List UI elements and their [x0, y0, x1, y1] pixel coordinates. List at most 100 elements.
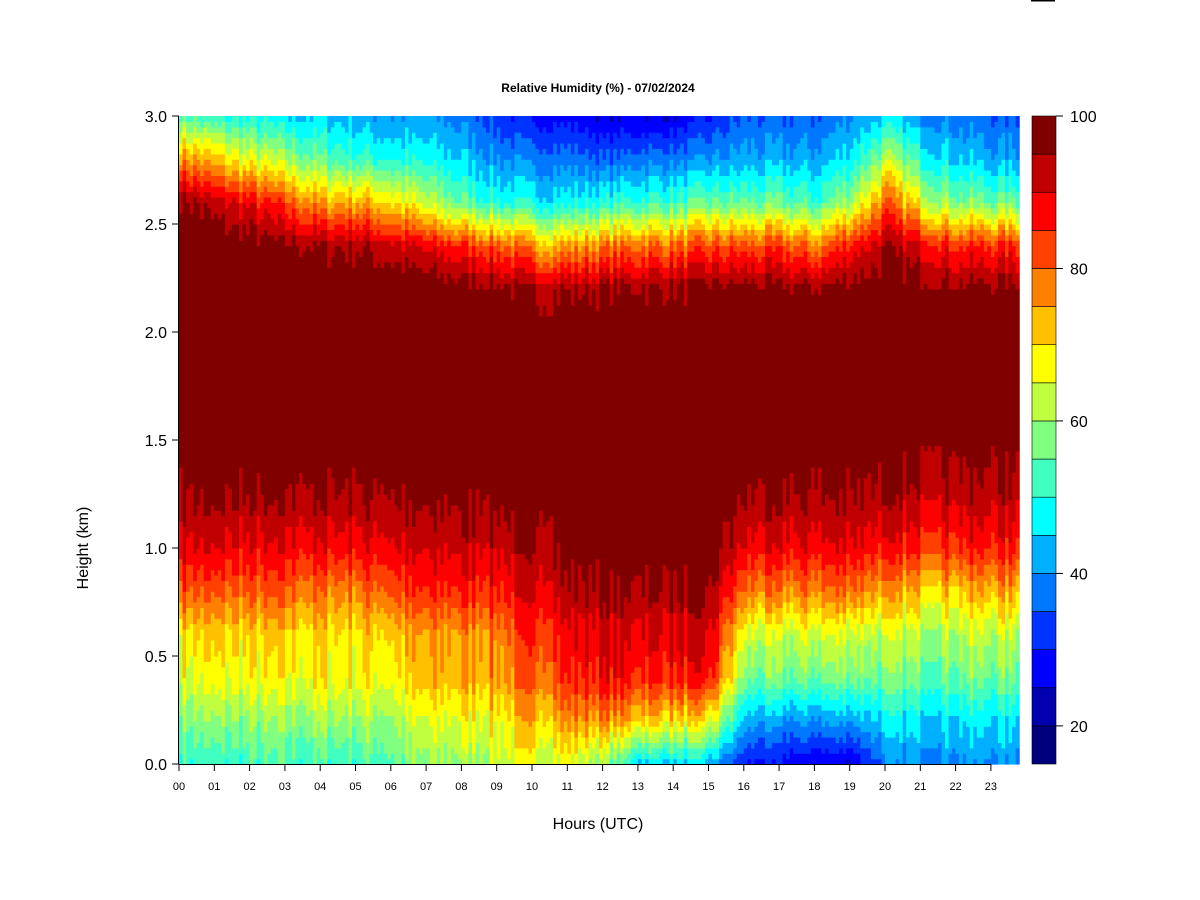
heatmap-cell — [733, 731, 738, 749]
heatmap-cell — [436, 245, 441, 257]
heatmap-cell — [411, 526, 417, 565]
heatmap-cell — [817, 207, 823, 220]
heatmap-cell — [539, 688, 544, 711]
heatmap-cell — [747, 575, 752, 598]
heatmap-cell — [627, 213, 632, 220]
heatmap-cell — [383, 688, 388, 716]
heatmap-cell — [652, 234, 657, 247]
heatmap-cell — [507, 234, 512, 247]
heatmap-cell — [694, 704, 699, 716]
heatmap-cell — [482, 229, 487, 241]
heatmap-cell — [267, 234, 272, 506]
heatmap-cell — [874, 191, 879, 203]
heatmap-cell — [348, 137, 353, 160]
heatmap-cell — [284, 229, 290, 247]
heatmap-cell — [644, 753, 650, 760]
heatmap-cell — [539, 229, 544, 236]
heatmap-cell — [496, 758, 501, 765]
heatmap-cell — [366, 553, 371, 581]
heatmap-cell — [288, 132, 293, 149]
heatmap-cell — [408, 234, 413, 247]
heatmap-cell — [323, 175, 328, 187]
heatmap-cell — [856, 607, 861, 625]
heatmap-cell — [592, 240, 597, 252]
heatmap-cell — [563, 126, 568, 149]
heatmap-cell — [750, 666, 755, 684]
heatmap-cell — [899, 191, 904, 209]
heatmap-cell — [810, 256, 815, 268]
heatmap-cell — [697, 758, 703, 765]
heatmap-cell — [945, 191, 950, 203]
heatmap-cell — [242, 224, 247, 506]
heatmap-cell — [503, 521, 508, 565]
heatmap-cell — [687, 229, 692, 241]
heatmap-cell — [553, 256, 558, 268]
heatmap-cell — [577, 747, 583, 765]
heatmap-cell — [323, 515, 328, 554]
heatmap-cell — [542, 224, 547, 236]
heatmap-cell — [574, 720, 579, 738]
heatmap-cell — [355, 580, 360, 603]
heatmap-cell — [930, 245, 936, 263]
heatmap-cell — [895, 661, 900, 689]
heatmap-cell — [835, 742, 840, 754]
heatmap-cell — [450, 688, 455, 716]
heatmap-cell — [553, 143, 558, 166]
heatmap-cell — [242, 126, 247, 139]
heatmap-cell — [246, 175, 251, 187]
heatmap-cell — [560, 261, 565, 274]
heatmap-cell — [592, 170, 597, 187]
heatmap-cell — [221, 121, 226, 133]
heatmap-cell — [510, 191, 515, 209]
heatmap-cell — [832, 207, 837, 214]
heatmap-cell — [800, 726, 805, 743]
heatmap-cell — [750, 747, 755, 765]
heatmap-cell — [383, 116, 388, 139]
heatmap-cell — [870, 720, 876, 743]
heatmap-cell — [616, 121, 621, 139]
heatmap-cell — [849, 488, 854, 538]
heatmap-cell — [832, 159, 837, 176]
heatmap-cell — [824, 137, 830, 166]
heatmap-cell — [493, 137, 498, 166]
heatmap-cell — [874, 737, 879, 760]
heatmap-cell — [888, 121, 893, 139]
heatmap-cell — [316, 170, 321, 182]
heatmap-cell — [870, 634, 876, 668]
heatmap-cell — [592, 218, 597, 230]
heatmap-cell — [532, 224, 537, 236]
heatmap-cell — [507, 256, 512, 274]
heatmap-cell — [500, 213, 505, 220]
heatmap-cell — [814, 197, 819, 209]
heatmap-cell — [832, 224, 837, 236]
heatmap-cell — [539, 315, 544, 511]
heatmap-cell — [948, 666, 953, 695]
heatmap-cell — [489, 677, 494, 711]
heatmap-cell — [807, 612, 812, 630]
heatmap-cell — [553, 720, 558, 749]
heatmap-cell — [387, 234, 392, 241]
heatmap-cell — [592, 116, 597, 133]
heatmap-cell — [489, 245, 494, 257]
heatmap-cell — [330, 148, 335, 166]
heatmap-cell — [380, 159, 385, 171]
heatmap-cell — [789, 175, 794, 198]
heatmap-cell — [288, 175, 293, 182]
heatmap-cell — [359, 629, 364, 689]
heatmap-cell — [683, 278, 688, 306]
heatmap-cell — [394, 699, 399, 727]
heatmap-cell — [362, 180, 367, 193]
heatmap-cell — [436, 229, 441, 236]
heatmap-cell — [782, 753, 787, 765]
heatmap-cell — [560, 143, 565, 166]
heatmap-cell — [835, 623, 840, 646]
heatmap-cell — [224, 153, 230, 166]
heatmap-cell — [369, 132, 374, 155]
heatmap-cell — [613, 213, 618, 220]
heatmap-cell — [309, 553, 314, 576]
heatmap-cell — [411, 116, 417, 133]
heatmap-cell — [549, 580, 554, 619]
heatmap-cell — [355, 234, 360, 252]
heatmap-cell — [549, 315, 554, 517]
heatmap-cell — [323, 164, 328, 176]
